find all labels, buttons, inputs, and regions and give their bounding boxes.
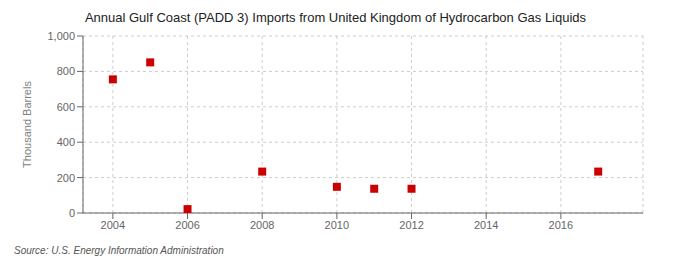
html-text:Source: U.S. Energy Informatio: Source: U.S. Energy Information Administ… [14,245,224,256]
svg-text:400: 400 [57,136,75,148]
svg-text:Thousand Barrels: Thousand Barrels [21,81,33,168]
svg-text:2006: 2006 [175,219,199,231]
svg-text:0: 0 [69,207,75,219]
svg-text:2014: 2014 [474,219,498,231]
svg-text:2016: 2016 [549,219,573,231]
svg-text:200: 200 [57,172,75,184]
svg-text:600: 600 [57,101,75,113]
svg-text:2008: 2008 [250,219,274,231]
svg-text:2004: 2004 [101,219,125,231]
svg-text:800: 800 [57,65,75,77]
svg-text:1,000: 1,000 [47,30,75,42]
svg-text:2012: 2012 [399,219,423,231]
svg-text:2010: 2010 [325,219,349,231]
html-text:Annual Gulf Coast (PADD 3) Imp: Annual Gulf Coast (PADD 3) Imports from … [84,10,587,25]
